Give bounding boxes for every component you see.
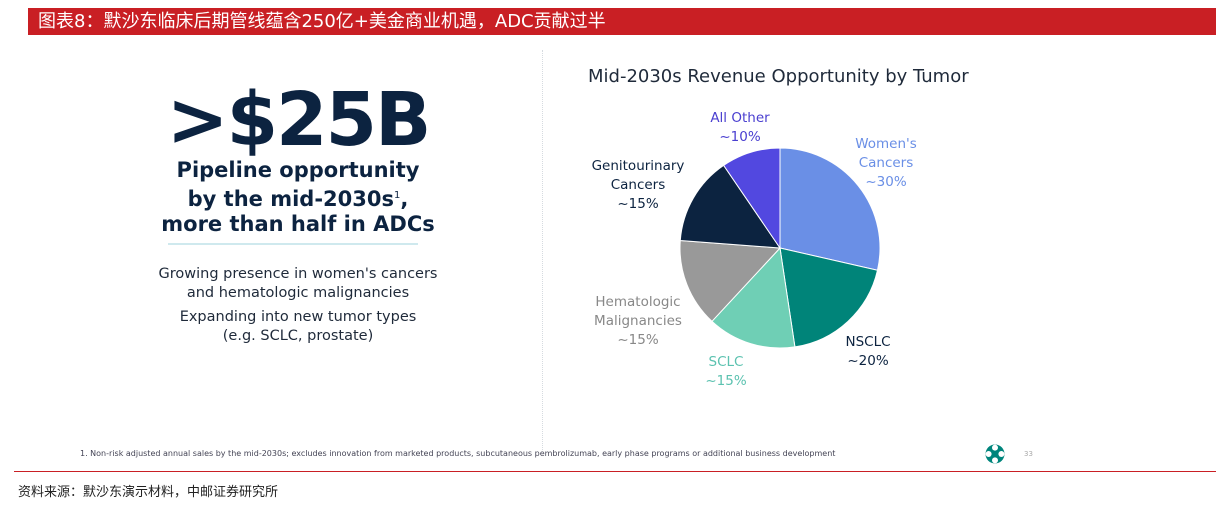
bullet-2-line-2: (e.g. SCLC, prostate) xyxy=(222,328,374,344)
separator-line xyxy=(168,243,418,245)
pie-slice-3 xyxy=(711,246,796,349)
subtitle-line-1: Pipeline opportunity xyxy=(176,158,420,182)
company-logo-icon xyxy=(985,444,1005,464)
footnote-marker: 1 xyxy=(394,190,401,201)
pie-label-1: Women's Cancers ~30% xyxy=(855,136,917,190)
subtitle-comma: , xyxy=(400,187,409,211)
footnote: 1. Non-risk adjusted annual sales by the… xyxy=(80,449,836,458)
bullet-1-line-1: Growing presence in women's cancers xyxy=(158,266,438,282)
pie-label-2: NSCLC ~20% xyxy=(845,334,890,369)
pie-label-3: SCLC ~15% xyxy=(705,354,746,389)
pie-slice-6 xyxy=(722,147,781,250)
pie-label-5: Genitourinary Cancers ~15% xyxy=(592,158,685,212)
figure-title: 图表8：默沙东临床后期管线蕴含250亿+美金商业机遇，ADC贡献过半 xyxy=(28,8,1216,35)
pie-slice-1 xyxy=(779,147,881,271)
pie-label-4: Hematologic Malignancies ~15% xyxy=(594,294,682,348)
pie-label-6: All Other ~10% xyxy=(710,110,770,145)
headline-value: >$25B xyxy=(166,77,432,163)
pie-chart: Women's Cancers ~30% NSCLC ~20% SCLC ~15% Hemat… xyxy=(592,110,917,389)
chart-title: Mid-2030s Revenue Opportunity by Tumor xyxy=(588,66,969,87)
bullet-1-line-2: and hematologic malignancies xyxy=(186,285,410,301)
pie-slice-5 xyxy=(679,164,781,249)
subtitle-line-2-text: by the mid-2030s xyxy=(187,187,394,211)
subtitle-line-2: by the mid-2030s1, xyxy=(28,183,568,212)
bullet-new-tumor-types: Expanding into new tumor types (e.g. SCL… xyxy=(28,308,568,346)
source-rule xyxy=(14,471,1216,472)
page-number: 33 xyxy=(1024,450,1033,458)
bullet-womens-heme: Growing presence in women's cancers and … xyxy=(28,265,568,303)
slide: >$25B Pipeline opportunity by the mid-20… xyxy=(28,40,1216,468)
subtitle-line-3: more than half in ADCs xyxy=(161,212,435,236)
source-note: 资料来源：默沙东演示材料，中邮证券研究所 xyxy=(18,485,279,500)
pie-slice-4 xyxy=(679,239,782,323)
pie-slice-2 xyxy=(779,247,879,348)
bullet-2-line-1: Expanding into new tumor types xyxy=(179,309,417,325)
column-divider xyxy=(542,50,543,450)
headline-subtitle: Pipeline opportunity by the mid-2030s1, … xyxy=(28,158,568,237)
